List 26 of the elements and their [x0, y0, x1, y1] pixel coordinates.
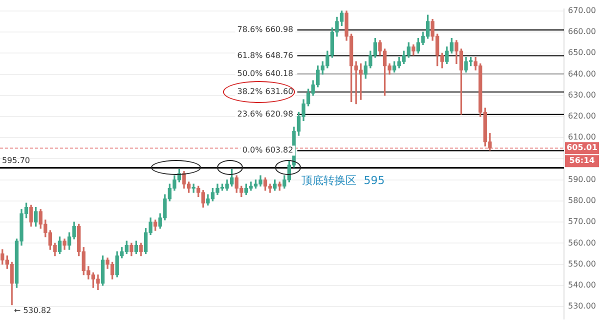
- candlestick: [192, 184, 196, 193]
- y-tick-label: 570.00: [568, 217, 596, 226]
- y-tick-label: 640.00: [568, 69, 596, 78]
- y-tick-label: 580.00: [568, 196, 596, 206]
- ref-line-label: 605.01: [566, 143, 598, 152]
- ref-line-label: 78.6% 660.98: [237, 25, 294, 34]
- y-tick-label: 540.00: [568, 280, 596, 290]
- ref-line-label: 23.6% 620.98: [237, 110, 294, 118]
- y-tick-label: 590.00: [568, 174, 596, 184]
- y-tick-label: 620.00: [568, 112, 596, 121]
- annotation: 顶底转换区 595: [302, 174, 385, 188]
- y-tick-label: 530.00: [568, 302, 596, 311]
- ref-line-label: 595.70: [2, 156, 30, 165]
- y-tick-label: 670.00: [568, 6, 596, 15]
- y-tick-label: 610.00: [568, 132, 596, 142]
- annotation: ← 530.82: [14, 306, 52, 315]
- text: 56:14: [569, 156, 596, 166]
- ref-line-label: 0.0% 603.82: [242, 146, 294, 155]
- y-tick-label: 560.00: [568, 238, 596, 248]
- ref-line-label: 50.0% 640.18: [237, 68, 294, 78]
- y-tick-label: 660.00: [568, 27, 596, 36]
- y-tick-label: 550.00: [568, 259, 596, 268]
- y-tick-label: 650.00: [568, 48, 596, 58]
- ref-line-label: 61.8% 648.76: [237, 50, 294, 60]
- ref-line-label: 38.2% 631.60: [237, 87, 294, 96]
- y-tick-label: 630.00: [568, 90, 596, 100]
